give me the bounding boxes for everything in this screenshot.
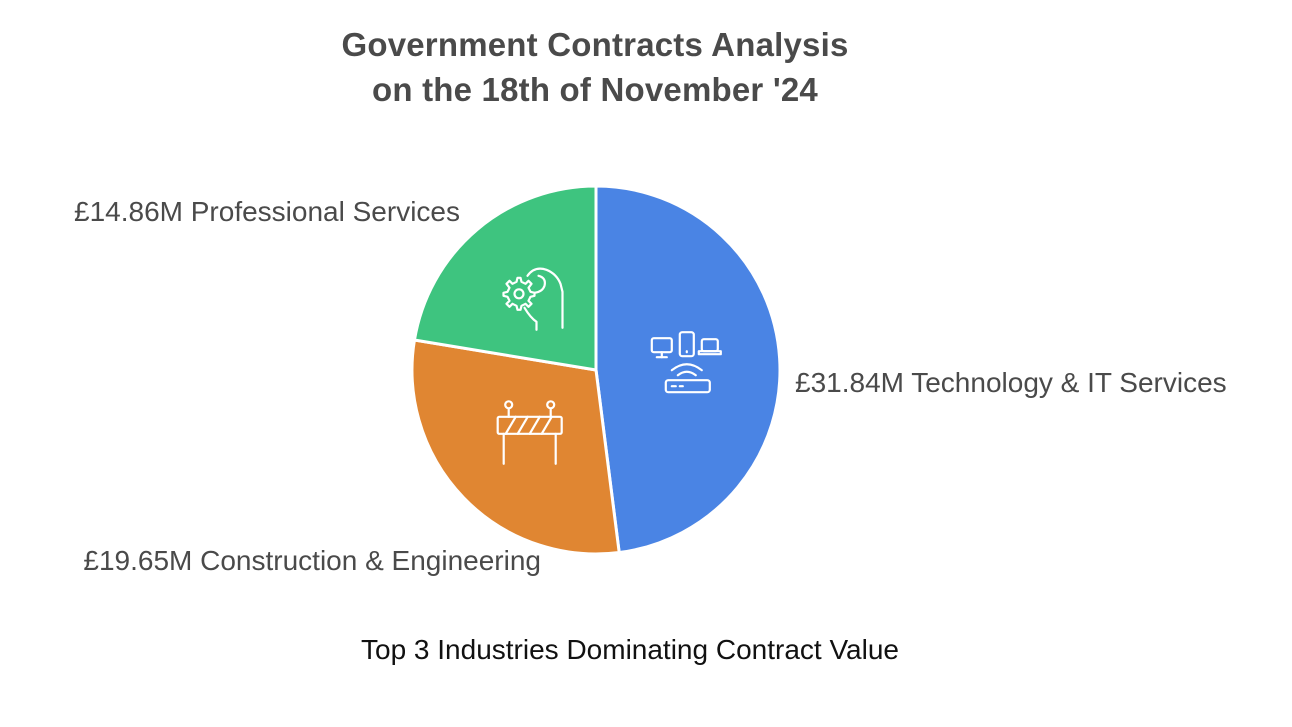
chart-title-line-1: Government Contracts Analysis	[341, 26, 849, 63]
road-barrier-icon	[496, 400, 563, 465]
chart-title-line-2: on the 18th of November '24	[371, 71, 818, 108]
devices-router-icon	[650, 331, 722, 394]
pie-slice-professional-services	[412, 184, 598, 372]
hand-gear-icon	[502, 267, 564, 331]
slice-label-professional: £14.86M Professional Services	[74, 196, 460, 227]
slice-label-technology: £31.84M Technology & IT Services	[795, 367, 1227, 398]
pie-slice-technology-it-services	[594, 184, 782, 555]
chart-subtitle: Top 3 Industries Dominating Contract Val…	[361, 634, 899, 665]
slice-label-construction: £19.65M Construction & Engineering	[83, 545, 541, 576]
slice-labels: £31.84M Technology & IT Services £19.65M…	[74, 196, 1227, 576]
pie-slices	[410, 184, 782, 556]
pie-slice-construction-engineering	[410, 338, 621, 556]
chart-title: Government Contracts Analysis on the 18t…	[0, 22, 1190, 112]
